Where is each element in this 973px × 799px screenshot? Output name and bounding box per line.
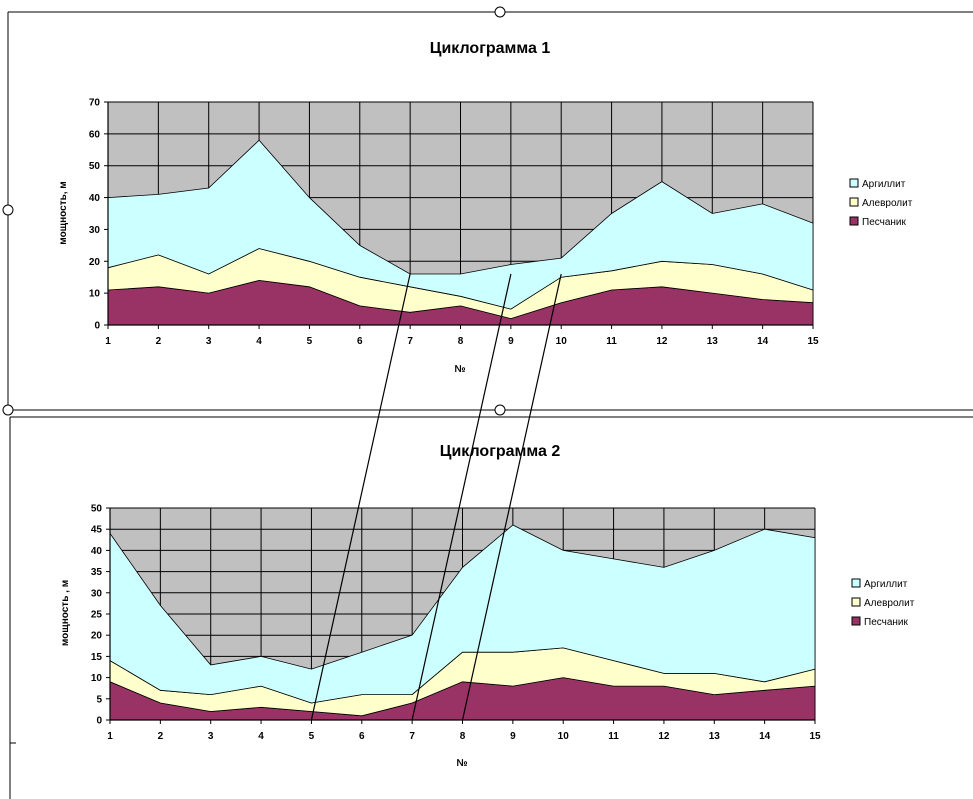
- x-tick-label: 5: [307, 336, 313, 347]
- area-series-3: [107, 139, 814, 310]
- x-tick-label: 6: [357, 336, 363, 347]
- chart-1-y-axis-label: мощность, м: [58, 181, 69, 244]
- y-tick-label: 25: [91, 610, 103, 621]
- chart-1-title: Циклограмма 1: [430, 40, 551, 57]
- y-tick-label: 10: [89, 289, 101, 300]
- y-tick-label: 40: [89, 193, 101, 204]
- y-tick-label: 40: [91, 546, 103, 557]
- y-tick-label: 50: [91, 504, 103, 515]
- x-tick-label: 2: [158, 731, 164, 742]
- y-tick-label: 60: [89, 129, 101, 140]
- x-tick-label: 4: [258, 731, 264, 742]
- x-tick-label: 3: [206, 336, 212, 347]
- y-tick-label: 0: [96, 716, 102, 727]
- correlation-line: [461, 273, 562, 721]
- x-tick-label: 15: [809, 731, 821, 742]
- chart-2-legend: Аргиллит Алевролит Песчаник: [851, 578, 915, 628]
- x-tick-label: 8: [460, 731, 466, 742]
- chart-1-x-ticks: 1 2 3 4 5 6 7 8 9 10 11 12 13 14 15: [105, 325, 819, 347]
- y-tick-label: 50: [89, 161, 101, 172]
- legend-swatch: [849, 178, 859, 188]
- y-tick-label: 20: [91, 631, 103, 642]
- correlation-lines: [310, 273, 562, 721]
- y-tick-label: 0: [94, 321, 100, 332]
- x-tick-label: 10: [558, 731, 570, 742]
- x-tick-label: 4: [256, 336, 262, 347]
- y-tick-label: 5: [96, 694, 102, 705]
- legend-swatch: [851, 597, 861, 607]
- y-tick-label: 45: [91, 525, 103, 536]
- y-tick-label: 30: [89, 225, 101, 236]
- x-tick-label: 9: [510, 731, 516, 742]
- x-tick-label: 1: [107, 731, 113, 742]
- legend-swatch: [849, 197, 859, 207]
- y-tick-label: 20: [89, 257, 101, 268]
- legend-swatch: [851, 616, 861, 626]
- legend-label: Аргиллит: [862, 179, 906, 190]
- legend-label: Песчаник: [864, 617, 909, 628]
- x-tick-label: 1: [105, 336, 111, 347]
- x-tick-label: 5: [309, 731, 315, 742]
- legend-label: Аргиллит: [864, 579, 908, 590]
- chart-frame-2: [9, 416, 973, 799]
- legend-swatch: [851, 578, 861, 588]
- x-tick-label: 14: [757, 336, 769, 347]
- chart-2-x-ticks: 1 2 3 4 5 6 7 8 9 10 11 12 13 14 15: [107, 720, 821, 742]
- correlation-line: [411, 273, 512, 721]
- legend-label: Алевролит: [864, 598, 915, 609]
- x-tick-label: 10: [556, 336, 568, 347]
- chart-2-title: Циклограмма 2: [440, 443, 561, 460]
- chart-1-x-axis-label: №: [454, 364, 465, 375]
- x-tick-label: 6: [359, 731, 365, 742]
- y-tick-label: 35: [91, 567, 103, 578]
- x-tick-label: 11: [606, 336, 617, 347]
- x-tick-label: 11: [608, 731, 619, 742]
- y-tick-label: 10: [91, 673, 103, 684]
- y-tick-label: 30: [91, 588, 103, 599]
- x-tick-label: 9: [508, 336, 514, 347]
- chart-frame-1: [2, 6, 973, 416]
- chart-2-y-ticks: 0 5 10 15 20 25 30 35 40 45 50: [91, 504, 110, 727]
- x-tick-label: 14: [759, 731, 771, 742]
- x-tick-label: 12: [656, 336, 668, 347]
- x-tick-label: 13: [709, 731, 721, 742]
- x-tick-label: 13: [707, 336, 719, 347]
- x-tick-label: 7: [407, 336, 413, 347]
- legend-label: Алевролит: [862, 198, 913, 209]
- x-tick-label: 12: [658, 731, 670, 742]
- chart-1-y-ticks: 0 10 20 30 40 50 60 70: [89, 98, 108, 332]
- x-tick-label: 2: [156, 336, 162, 347]
- chart-1-legend: Аргиллит Алевролит Песчаник: [849, 178, 913, 228]
- x-tick-label: 8: [458, 336, 464, 347]
- legend-label: Песчаник: [862, 217, 907, 228]
- chart-2-y-axis-label: мощность , м: [60, 580, 71, 646]
- x-tick-label: 3: [208, 731, 214, 742]
- y-tick-label: 70: [89, 98, 101, 109]
- x-tick-label: 15: [807, 336, 819, 347]
- area-series-3: [109, 524, 816, 704]
- correlation-line: [310, 273, 411, 721]
- x-tick-label: 7: [409, 731, 415, 742]
- legend-swatch: [849, 216, 859, 226]
- y-tick-label: 15: [91, 652, 103, 663]
- chart-2-x-axis-label: №: [456, 758, 467, 769]
